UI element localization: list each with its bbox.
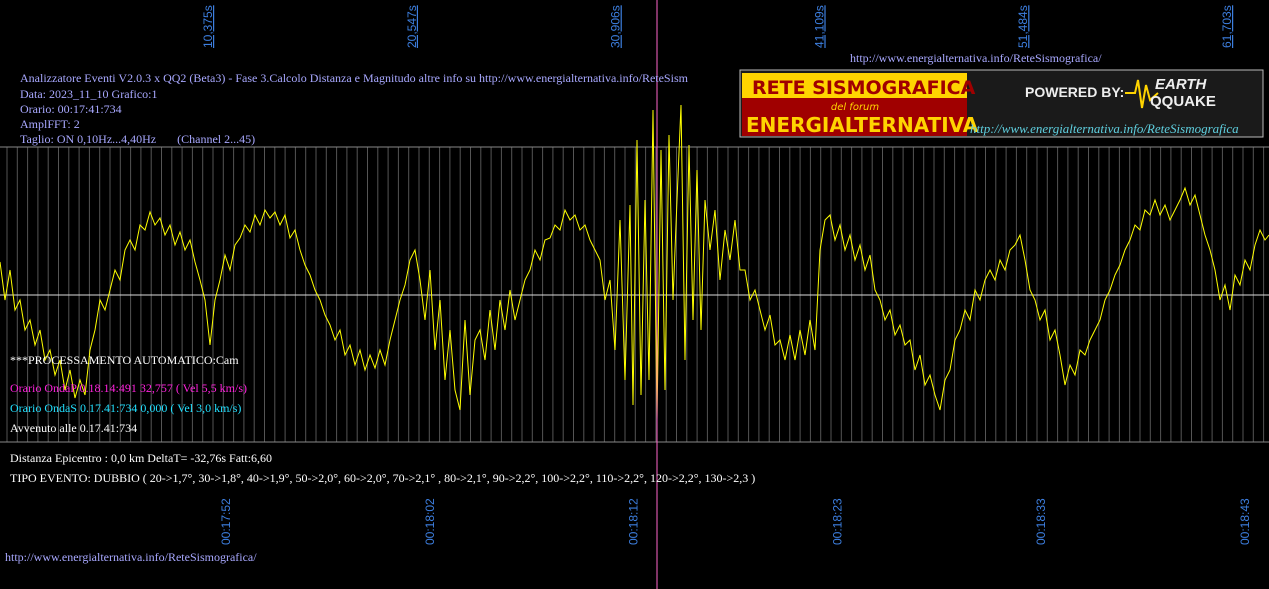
logo-name: ENERGIALTERNATIVA [746,113,979,137]
bottom-tick-label: 00:18:02 [423,498,437,545]
processing-title: ***PROCESSAMENTO AUTOMATICO:Cam [10,353,239,367]
logo-brand: QQUAKE [1150,93,1216,110]
top-tick-label: 41,109s [812,5,826,48]
header-line: Data: 2023_11_10 Grafico:1 [20,87,158,101]
bottom-tick-label: 00:18:43 [1238,498,1252,545]
header: Analizzatore Eventi V2.0.3 x QQ2 (Beta3)… [20,71,689,146]
bottom-tick-label: 00:17:52 [219,498,233,545]
bottom-tick-label: 00:18:12 [627,498,641,545]
logo-subtitle: del forum [831,102,880,113]
event-type: TIPO EVENTO: DUBBIO ( 20->1,7°, 30->1,8°… [10,471,755,485]
top-tick-label: 20,547s [405,5,419,48]
header-line: Orario: 00:17:41:734 [20,102,122,116]
header-line: Taglio: ON 0,10Hz...4,40Hz (Channel 2...… [20,132,255,146]
logo-title: RETE SISMOGRAFICA [752,77,976,99]
logo-wave [1125,79,1159,109]
top-tick-label: 10,375s [201,5,215,48]
top-tick-label: 61,703s [1220,5,1234,48]
logo-band [742,73,967,98]
bottom-tick-label: 00:18:23 [830,498,844,545]
bottom-ticks: 00:17:52 00:18:02 00:18:12 00:18:23 00:18:33… [219,498,1252,545]
logo-powered: POWERED BY: [1025,84,1124,100]
bottom-tick-label: 00:18:33 [1034,498,1048,545]
logo-band [742,98,967,136]
header-line: AmplFFT: 2 [20,117,80,131]
top-ticks: 10,375s 20,547s 30,906s 41,109s 51,484s 61,70… [201,5,1234,48]
header-line: Analizzatore Eventi V2.0.3 x QQ2 (Beta3)… [20,71,689,85]
top-tick-label: 51,484s [1016,5,1030,48]
onda-s: Orario OndaS 0.17.41:734 0,000 ( Vel 3,0… [10,401,241,415]
waveform [0,104,1269,421]
processing: ***PROCESSAMENTO AUTOMATICO:Cam Orario O… [10,353,755,485]
avvenuto: Avvenuto alle 0.17.41:734 [10,421,137,435]
logo-url: http://www.energialternativa.info/ReteSi… [970,121,1239,136]
footer-url: http://www.energialternativa.info/ReteSi… [5,550,257,564]
top-tick-label: 30,906s [609,5,623,48]
logo: RETE SISMOGRAFICA del forum ENERGIALTERN… [739,69,1264,138]
distance: Distanza Epicentro : 0,0 km DeltaT= -32,… [10,451,272,465]
logo-brand: EARTH [1155,76,1208,93]
top-url: http://www.energialternativa.info/ReteSi… [850,51,1102,65]
onda-p: Orario OndaP 0.18.14:491 32,757 ( Vel 5,… [10,381,247,395]
